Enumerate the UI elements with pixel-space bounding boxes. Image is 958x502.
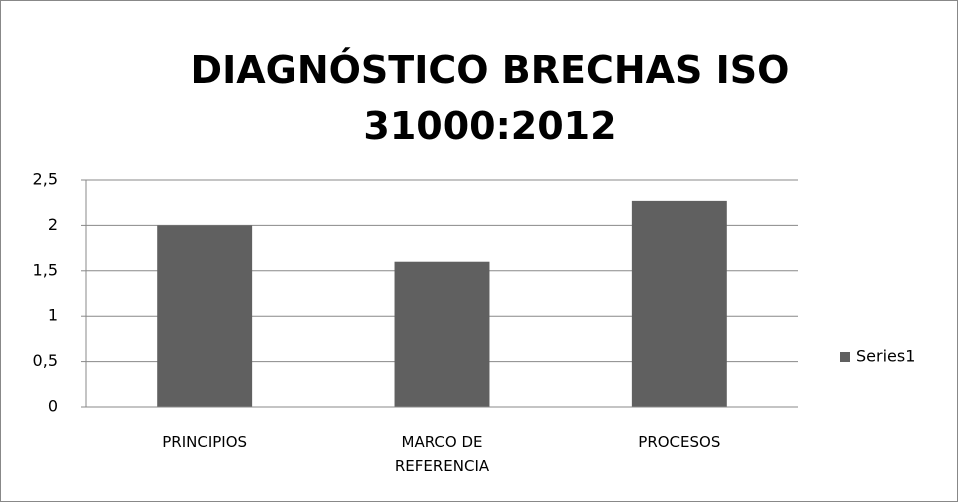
x-tick-label: PRINCIPIOS bbox=[162, 433, 248, 451]
y-tick-label: 2 bbox=[48, 215, 58, 234]
bar bbox=[631, 200, 727, 407]
y-tick-label: 0 bbox=[48, 397, 58, 416]
legend-label: Series1 bbox=[856, 347, 915, 366]
bar bbox=[394, 261, 490, 407]
chart-title: DIAGNÓSTICO BRECHAS ISO 31000:2012 bbox=[190, 48, 790, 148]
y-tick-label: 1 bbox=[48, 306, 58, 325]
y-tick-label: 2,5 bbox=[33, 170, 58, 189]
x-tick-label: PROCESOS bbox=[638, 433, 721, 451]
bar bbox=[157, 225, 253, 407]
y-tick-label: 0,5 bbox=[33, 351, 58, 370]
y-tick-label: 1,5 bbox=[33, 260, 58, 279]
x-tick-label: MARCO DE REFERENCIA bbox=[394, 433, 490, 475]
legend-swatch bbox=[840, 352, 850, 362]
